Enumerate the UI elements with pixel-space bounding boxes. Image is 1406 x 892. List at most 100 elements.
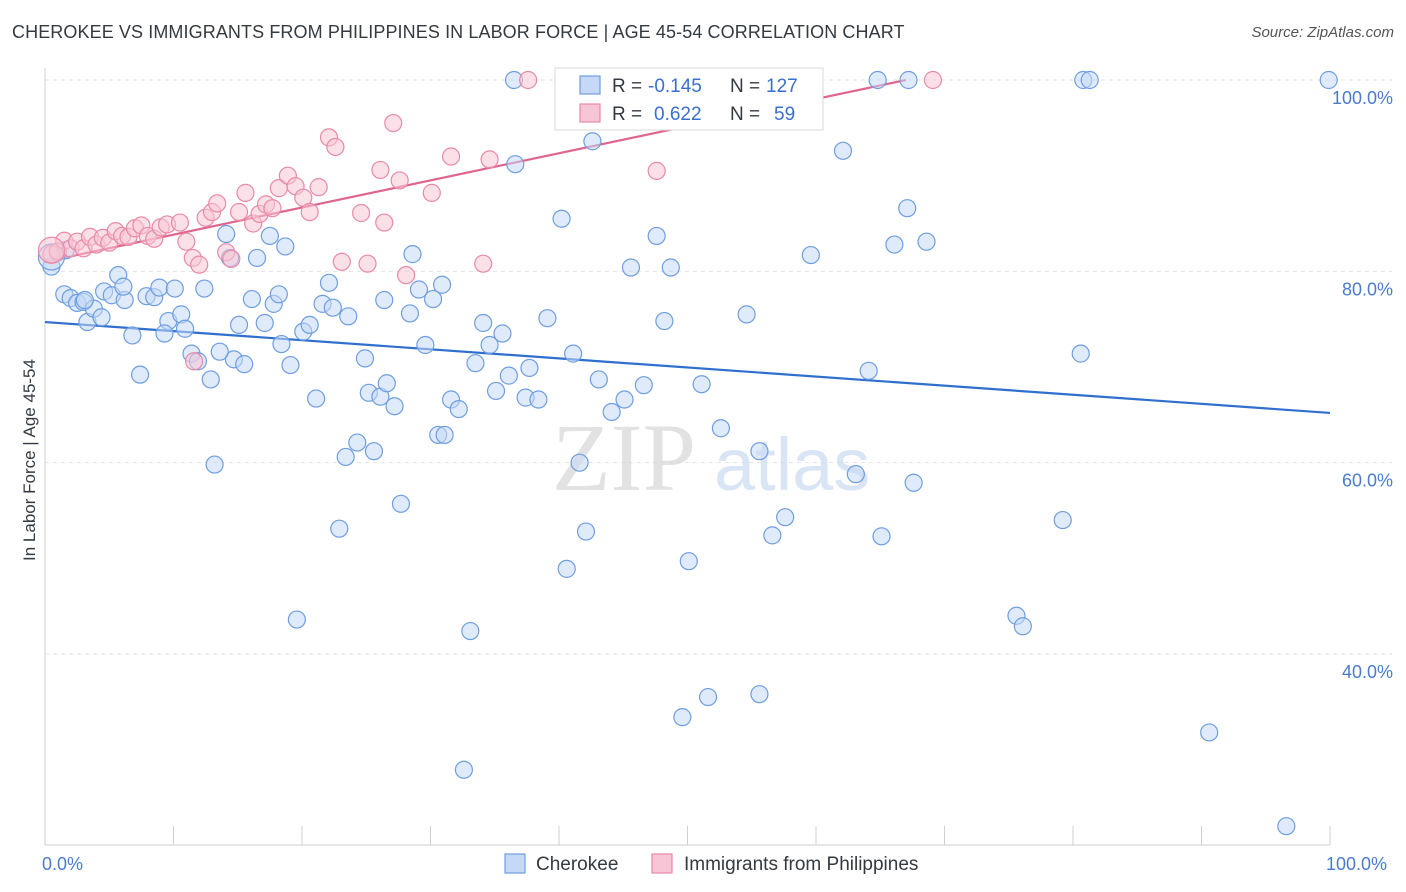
point-cherokee-73 xyxy=(499,366,518,385)
point-immigrants-from-philippines-33 xyxy=(263,199,282,218)
point-cherokee-24 xyxy=(195,279,214,298)
point-cherokee-82 xyxy=(570,453,589,472)
correlation-legend: R = -0.145 N = 127 R = 0.622 N = 59 xyxy=(554,67,824,131)
point-cherokee-14 xyxy=(130,365,150,384)
point-cherokee-74 xyxy=(506,155,525,174)
legend-swatch-philippines xyxy=(579,103,601,123)
y-tick-label-0: 100.0% xyxy=(1332,88,1393,108)
point-cherokee-32 xyxy=(242,289,261,309)
point-immigrants-from-philippines-50 xyxy=(422,183,441,202)
point-cherokee-93 xyxy=(673,708,692,727)
point-cherokee-108 xyxy=(885,235,904,254)
legend-r-label-2: R = xyxy=(612,104,642,125)
point-cherokee-113 xyxy=(1013,617,1032,636)
point-immigrants-from-philippines-29 xyxy=(236,183,255,202)
watermark-atlas: atlas xyxy=(714,423,870,506)
point-cherokee-111 xyxy=(917,232,936,251)
point-immigrants-from-philippines-45 xyxy=(371,160,390,180)
point-cherokee-57 xyxy=(400,304,420,323)
point-cherokee-90 xyxy=(647,226,666,246)
point-cherokee-25 xyxy=(201,370,220,389)
point-immigrants-from-philippines-22 xyxy=(190,255,209,274)
source-credit: Source: ZipAtlas.com xyxy=(1251,24,1394,41)
point-cherokee-46 xyxy=(330,519,349,538)
point-cherokee-88 xyxy=(621,258,641,277)
bottom-legend-cherokee: Cherokee xyxy=(536,854,618,875)
point-cherokee-54 xyxy=(377,374,396,393)
point-cherokee-101 xyxy=(763,526,782,545)
point-cherokee-26 xyxy=(205,455,224,474)
point-cherokee-45 xyxy=(319,273,339,292)
point-cherokee-106 xyxy=(859,361,878,380)
point-cherokee-117 xyxy=(1277,817,1296,836)
point-immigrants-from-philippines-49 xyxy=(396,266,416,285)
point-cherokee-87 xyxy=(615,390,634,409)
point-cherokee-43 xyxy=(307,389,326,408)
point-immigrants-from-philippines-52 xyxy=(474,254,493,273)
point-cherokee-100 xyxy=(750,685,769,704)
point-cherokee-124 xyxy=(323,298,342,317)
point-cherokee-55 xyxy=(385,397,404,416)
point-immigrants-from-philippines-25 xyxy=(208,194,227,213)
point-cherokee-105 xyxy=(846,465,865,484)
point-cherokee-133 xyxy=(1319,70,1338,90)
point-immigrants-from-philippines-46 xyxy=(375,213,394,232)
point-cherokee-33 xyxy=(247,248,267,268)
point-cherokee-30 xyxy=(229,315,249,335)
point-cherokee-27 xyxy=(217,224,236,244)
point-cherokee-109 xyxy=(898,199,917,218)
y-tick-label-3: 40.0% xyxy=(1342,662,1393,682)
point-cherokee-37 xyxy=(269,285,288,304)
point-cherokee-119 xyxy=(75,290,94,310)
legend-r-value-1: -0.145 xyxy=(648,76,702,97)
point-cherokee-126 xyxy=(432,275,452,294)
bottom-legend-swatch-cherokee xyxy=(504,853,526,874)
point-cherokee-56 xyxy=(391,494,411,513)
point-cherokee-8 xyxy=(92,308,111,327)
point-cherokee-81 xyxy=(564,344,583,363)
point-immigrants-from-philippines-39 xyxy=(309,178,328,197)
point-cherokee-71 xyxy=(486,381,506,401)
point-immigrants-from-philippines-38 xyxy=(300,202,319,222)
point-cherokee-59 xyxy=(409,280,429,299)
point-cherokee-84 xyxy=(583,132,602,151)
point-immigrants-from-philippines-19 xyxy=(170,213,190,232)
point-cherokee-66 xyxy=(454,760,474,779)
point-immigrants-from-philippines-47 xyxy=(384,113,403,133)
point-immigrants-from-philippines-41 xyxy=(326,137,345,157)
point-cherokee-99 xyxy=(750,442,769,461)
legend-n-label-1: N = xyxy=(730,76,760,97)
point-immigrants-from-philippines-55 xyxy=(519,70,538,90)
point-cherokee-67 xyxy=(461,621,480,641)
point-cherokee-91 xyxy=(655,311,674,331)
point-cherokee-114 xyxy=(1053,510,1072,530)
point-immigrants-from-philippines-57 xyxy=(923,70,943,90)
point-cherokee-42 xyxy=(300,315,319,335)
point-immigrants-from-philippines-53 xyxy=(480,150,499,169)
point-immigrants-from-philippines-51 xyxy=(441,147,461,166)
cherokee-points xyxy=(37,70,1338,836)
x-tick-right: 100.0% xyxy=(1326,854,1387,874)
point-cherokee-70 xyxy=(480,335,499,355)
y-tick-label-1: 80.0% xyxy=(1342,279,1393,299)
point-cherokee-65 xyxy=(449,399,468,419)
point-cherokee-13 xyxy=(123,326,142,345)
point-cherokee-77 xyxy=(529,390,548,409)
point-cherokee-85 xyxy=(589,370,608,389)
legend-n-value-1: 127 xyxy=(766,76,798,97)
point-cherokee-39 xyxy=(281,355,300,375)
x-tick-left: 0.0% xyxy=(42,854,83,874)
y-tick-label-2: 60.0% xyxy=(1342,471,1393,491)
point-cherokee-38 xyxy=(276,237,295,256)
legend-r-label-1: R = xyxy=(612,76,642,97)
point-cherokee-115 xyxy=(1071,344,1090,363)
bottom-legend-swatch-philippines xyxy=(651,853,673,874)
point-cherokee-63 xyxy=(435,425,454,445)
point-cherokee-35 xyxy=(260,226,279,246)
point-cherokee-95 xyxy=(692,375,711,394)
point-cherokee-52 xyxy=(364,442,384,461)
point-cherokee-97 xyxy=(711,419,731,438)
point-cherokee-21 xyxy=(175,319,195,338)
series-legend: Cherokee Immigrants from Philippines xyxy=(504,853,918,875)
